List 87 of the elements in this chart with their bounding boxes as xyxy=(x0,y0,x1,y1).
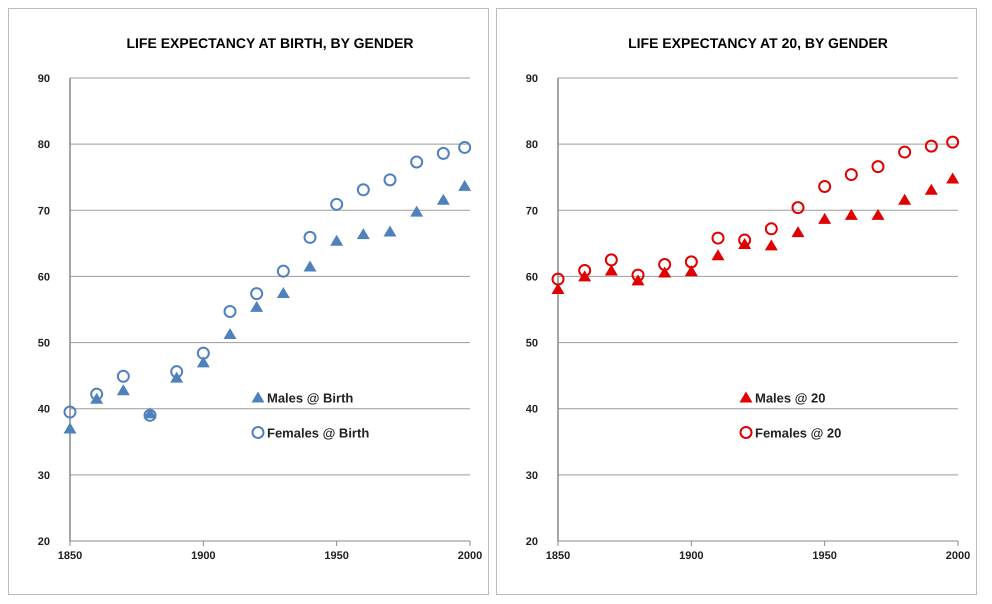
point xyxy=(304,230,316,244)
point xyxy=(946,172,960,184)
x-tick-label: 2000 xyxy=(946,550,970,562)
y-tick-label: 30 xyxy=(526,470,538,482)
point xyxy=(356,228,370,240)
point xyxy=(946,136,960,149)
point xyxy=(458,180,472,191)
point xyxy=(276,264,290,278)
y-tick-label: 50 xyxy=(526,338,538,350)
point xyxy=(604,264,618,276)
point xyxy=(330,234,344,246)
point xyxy=(304,260,316,272)
point xyxy=(818,180,832,193)
y-tick-label: 20 xyxy=(526,536,538,548)
point xyxy=(818,212,832,224)
y-tick-label: 50 xyxy=(38,338,50,350)
point xyxy=(116,370,130,383)
y-tick-label: 80 xyxy=(526,139,538,152)
y-tick-label: 70 xyxy=(38,205,50,218)
y-tick-label: 40 xyxy=(526,404,538,416)
point xyxy=(658,258,672,272)
point xyxy=(436,194,450,205)
y-tick-label: 80 xyxy=(38,139,50,152)
point xyxy=(224,304,236,318)
point xyxy=(898,194,912,205)
point xyxy=(64,422,76,434)
point xyxy=(458,140,472,154)
point xyxy=(224,328,236,339)
x-tick-label: 1900 xyxy=(679,550,704,562)
point xyxy=(356,183,370,196)
point xyxy=(552,282,564,294)
y-tick-label: 90 xyxy=(38,73,50,85)
point xyxy=(712,232,724,245)
point xyxy=(330,198,344,211)
point xyxy=(196,356,210,368)
point xyxy=(844,208,858,220)
x-tick-label: 1950 xyxy=(324,550,349,562)
point xyxy=(276,286,290,298)
point xyxy=(684,265,698,276)
point xyxy=(64,406,76,419)
x-tick-label: 1850 xyxy=(546,550,570,562)
y-tick-label: 60 xyxy=(38,271,50,284)
point xyxy=(844,168,858,182)
point xyxy=(632,268,644,282)
point xyxy=(384,225,396,236)
point xyxy=(792,226,804,238)
point xyxy=(116,384,130,396)
x-tick-label: 1950 xyxy=(812,550,837,562)
point xyxy=(170,365,184,378)
point xyxy=(684,255,698,268)
point xyxy=(872,208,884,220)
chart-title: LIFE EXPECTANCY AT BIRTH, BY GENDER xyxy=(126,35,414,51)
point xyxy=(196,346,210,360)
point xyxy=(410,206,424,217)
legend-label: Males @ Birth xyxy=(267,390,354,406)
y-tick-label: 90 xyxy=(526,73,538,85)
chart-title: LIFE EXPECTANCY AT 20, BY GENDER xyxy=(628,35,888,51)
point xyxy=(924,184,938,195)
point xyxy=(144,408,156,422)
y-tick-label: 60 xyxy=(526,271,538,284)
point xyxy=(410,156,424,168)
y-tick-label: 40 xyxy=(38,404,50,416)
x-tick-label: 2000 xyxy=(458,550,482,562)
point xyxy=(250,300,264,312)
point xyxy=(924,140,938,153)
y-tick-label: 20 xyxy=(38,536,50,548)
point xyxy=(578,264,592,277)
point xyxy=(738,234,752,247)
legend-label: Males @ 20 xyxy=(755,390,826,406)
point xyxy=(792,201,804,214)
point xyxy=(384,173,396,186)
point xyxy=(604,253,618,266)
y-tick-label: 70 xyxy=(526,205,538,218)
y-tick-label: 30 xyxy=(38,470,50,482)
point xyxy=(250,287,264,300)
point xyxy=(712,249,724,260)
point xyxy=(552,272,564,286)
point xyxy=(872,160,884,174)
point xyxy=(764,239,778,250)
point xyxy=(898,146,912,159)
x-tick-label: 1900 xyxy=(191,550,216,562)
legend-label: Females @ 20 xyxy=(755,425,842,440)
x-tick-label: 1850 xyxy=(58,550,82,562)
point xyxy=(764,222,778,236)
legend-label: Females @ Birth xyxy=(267,425,370,440)
point xyxy=(436,146,450,160)
point xyxy=(90,388,104,401)
